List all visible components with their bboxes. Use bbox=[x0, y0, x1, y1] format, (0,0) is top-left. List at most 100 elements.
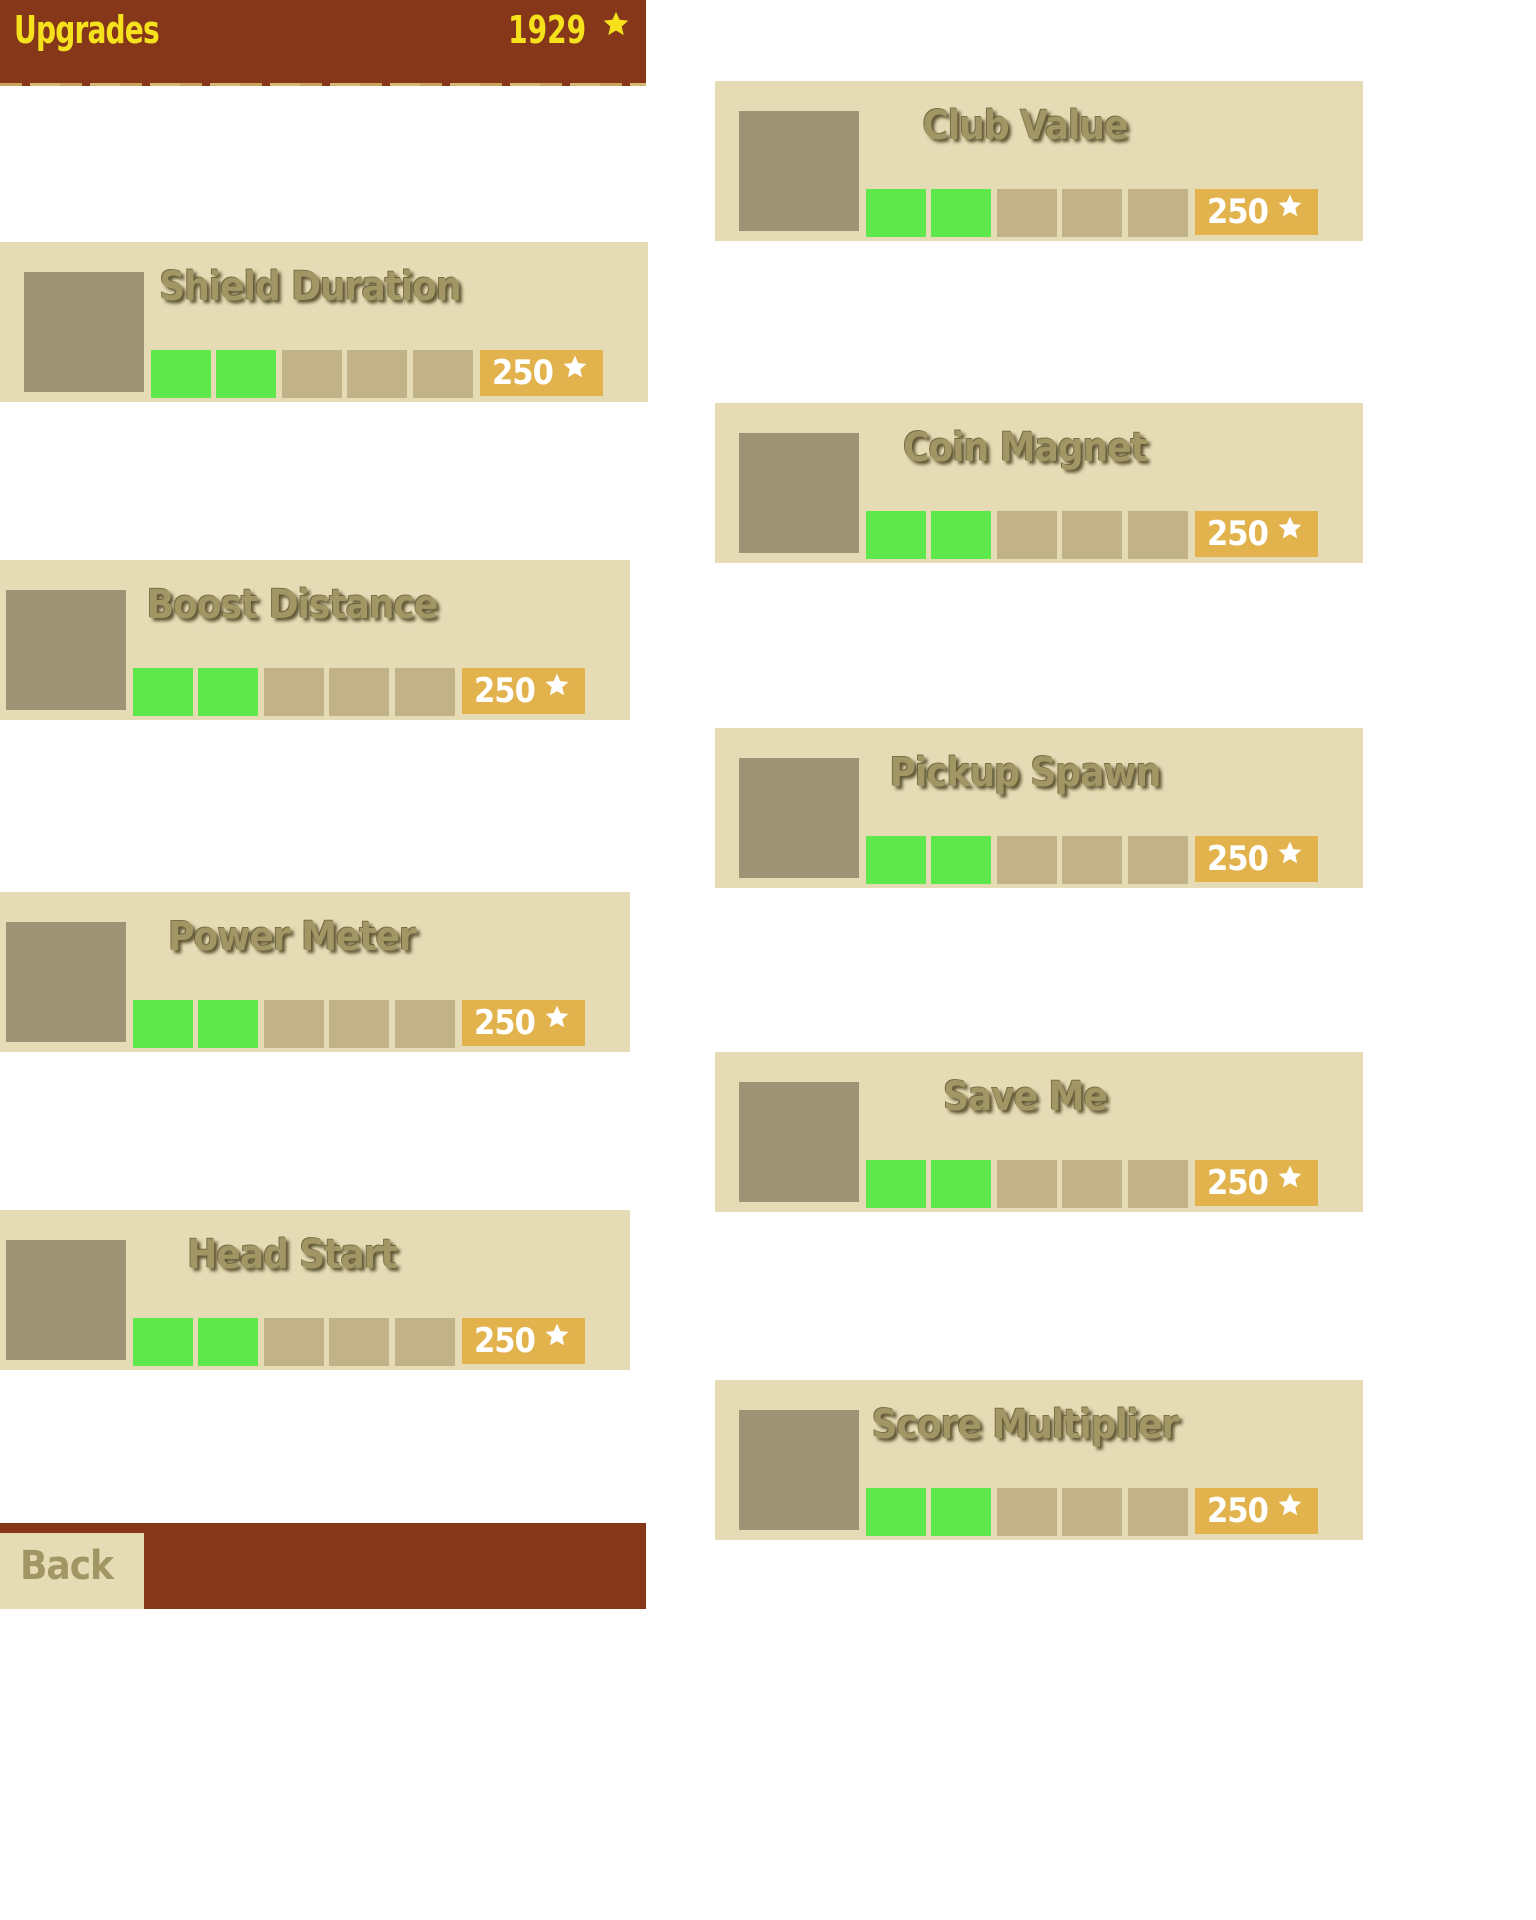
level-bar-filled bbox=[866, 189, 926, 237]
header-bar: Upgrades 1929 bbox=[0, 0, 646, 86]
buy-upgrade-button[interactable]: 250 bbox=[1195, 1488, 1318, 1534]
level-bar-filled bbox=[133, 1318, 193, 1366]
upgrade-card-club-value[interactable]: Club Value 250 bbox=[715, 81, 1363, 241]
level-bar-empty bbox=[997, 1488, 1057, 1536]
level-bar-empty bbox=[1128, 511, 1188, 559]
upgrade-card-power-meter[interactable]: Power Meter 250 bbox=[0, 892, 630, 1052]
price-value: 250 bbox=[474, 1321, 536, 1361]
upgrade-card-save-me[interactable]: Save Me 250 bbox=[715, 1052, 1363, 1212]
level-bar-empty bbox=[264, 668, 324, 716]
star-icon bbox=[1278, 1165, 1302, 1188]
level-bar-empty bbox=[1062, 1488, 1122, 1536]
star-icon bbox=[545, 673, 569, 696]
star-icon bbox=[603, 11, 629, 36]
buy-upgrade-button[interactable]: 250 bbox=[480, 350, 603, 396]
level-bar-empty bbox=[395, 668, 455, 716]
upgrade-icon-placeholder bbox=[739, 433, 859, 553]
price-value: 250 bbox=[492, 353, 554, 393]
level-bar-filled bbox=[866, 511, 926, 559]
level-bar-empty bbox=[1128, 1488, 1188, 1536]
level-bar-empty bbox=[1062, 1160, 1122, 1208]
upgrade-card-boost-distance[interactable]: Boost Distance 250 bbox=[0, 560, 630, 720]
level-bar-filled bbox=[931, 836, 991, 884]
level-bar-filled bbox=[198, 1318, 258, 1366]
upgrade-title: Coin Magnet bbox=[903, 425, 1148, 471]
level-bar-filled bbox=[198, 1000, 258, 1048]
level-bar-empty bbox=[329, 1318, 389, 1366]
level-bar-filled bbox=[931, 1160, 991, 1208]
star-icon bbox=[1278, 841, 1302, 864]
level-bar-empty bbox=[1128, 836, 1188, 884]
level-bar-filled bbox=[151, 350, 211, 398]
level-bar-filled bbox=[216, 350, 276, 398]
level-bar-empty bbox=[329, 1000, 389, 1048]
buy-upgrade-button[interactable]: 250 bbox=[462, 1000, 585, 1046]
header-divider bbox=[0, 83, 646, 86]
upgrade-title: Club Value bbox=[922, 103, 1129, 149]
upgrade-card-score-multiplier[interactable]: Score Multiplier 250 bbox=[715, 1380, 1363, 1540]
level-bar-empty bbox=[997, 1160, 1057, 1208]
back-button[interactable]: Back bbox=[0, 1533, 144, 1609]
upgrade-title: Shield Duration bbox=[159, 264, 461, 310]
upgrade-icon-placeholder bbox=[6, 1240, 126, 1360]
price-value: 250 bbox=[1207, 192, 1269, 232]
price-value: 250 bbox=[1207, 1491, 1269, 1531]
star-icon bbox=[545, 1005, 569, 1028]
upgrade-icon-placeholder bbox=[739, 1410, 859, 1530]
upgrade-title: Pickup Spawn bbox=[889, 750, 1162, 796]
level-bar-filled bbox=[866, 1160, 926, 1208]
price-value: 250 bbox=[474, 1003, 536, 1043]
level-bar-empty bbox=[329, 668, 389, 716]
back-button-label: Back bbox=[20, 1543, 114, 1589]
buy-upgrade-button[interactable]: 250 bbox=[462, 668, 585, 714]
page-title: Upgrades bbox=[14, 8, 160, 52]
level-bar-filled bbox=[931, 511, 991, 559]
level-bar-empty bbox=[1062, 189, 1122, 237]
level-bar-empty bbox=[997, 511, 1057, 559]
level-bar-empty bbox=[997, 189, 1057, 237]
upgrade-icon-placeholder bbox=[6, 590, 126, 710]
upgrade-title: Save Me bbox=[943, 1074, 1108, 1120]
star-icon bbox=[1278, 516, 1302, 539]
level-bar-empty bbox=[347, 350, 407, 398]
upgrade-card-head-start[interactable]: Head Start 250 bbox=[0, 1210, 630, 1370]
level-bar-filled bbox=[198, 668, 258, 716]
level-bar-empty bbox=[282, 350, 342, 398]
upgrade-title: Head Start bbox=[187, 1232, 397, 1278]
level-bar-empty bbox=[395, 1318, 455, 1366]
upgrade-icon-placeholder bbox=[6, 922, 126, 1042]
buy-upgrade-button[interactable]: 250 bbox=[1195, 836, 1318, 882]
footer-bar: Back bbox=[0, 1523, 646, 1609]
buy-upgrade-button[interactable]: 250 bbox=[1195, 1160, 1318, 1206]
upgrade-icon-placeholder bbox=[24, 272, 144, 392]
level-bar-filled bbox=[133, 668, 193, 716]
upgrade-card-shield-duration[interactable]: Shield Duration 250 bbox=[0, 242, 648, 402]
level-bar-empty bbox=[1062, 511, 1122, 559]
level-bar-filled bbox=[866, 1488, 926, 1536]
level-bar-empty bbox=[1062, 836, 1122, 884]
level-bar-filled bbox=[133, 1000, 193, 1048]
upgrade-title: Boost Distance bbox=[146, 582, 439, 628]
level-bar-empty bbox=[264, 1318, 324, 1366]
upgrade-icon-placeholder bbox=[739, 111, 859, 231]
price-value: 250 bbox=[1207, 514, 1269, 554]
level-bar-filled bbox=[931, 1488, 991, 1536]
coin-balance: 1929 bbox=[507, 8, 586, 52]
level-bar-empty bbox=[395, 1000, 455, 1048]
upgrade-card-pickup-spawn[interactable]: Pickup Spawn 250 bbox=[715, 728, 1363, 888]
level-bar-empty bbox=[413, 350, 473, 398]
upgrade-icon-placeholder bbox=[739, 758, 859, 878]
upgrade-title: Score Multiplier bbox=[871, 1402, 1180, 1448]
upgrade-card-coin-magnet[interactable]: Coin Magnet 250 bbox=[715, 403, 1363, 563]
star-icon bbox=[563, 355, 587, 378]
level-bar-empty bbox=[1128, 1160, 1188, 1208]
price-value: 250 bbox=[1207, 839, 1269, 879]
star-icon bbox=[1278, 1493, 1302, 1516]
upgrade-title: Power Meter bbox=[168, 914, 417, 960]
price-value: 250 bbox=[1207, 1163, 1269, 1203]
buy-upgrade-button[interactable]: 250 bbox=[462, 1318, 585, 1364]
star-icon bbox=[1278, 194, 1302, 217]
buy-upgrade-button[interactable]: 250 bbox=[1195, 511, 1318, 557]
buy-upgrade-button[interactable]: 250 bbox=[1195, 189, 1318, 235]
level-bar-filled bbox=[931, 189, 991, 237]
